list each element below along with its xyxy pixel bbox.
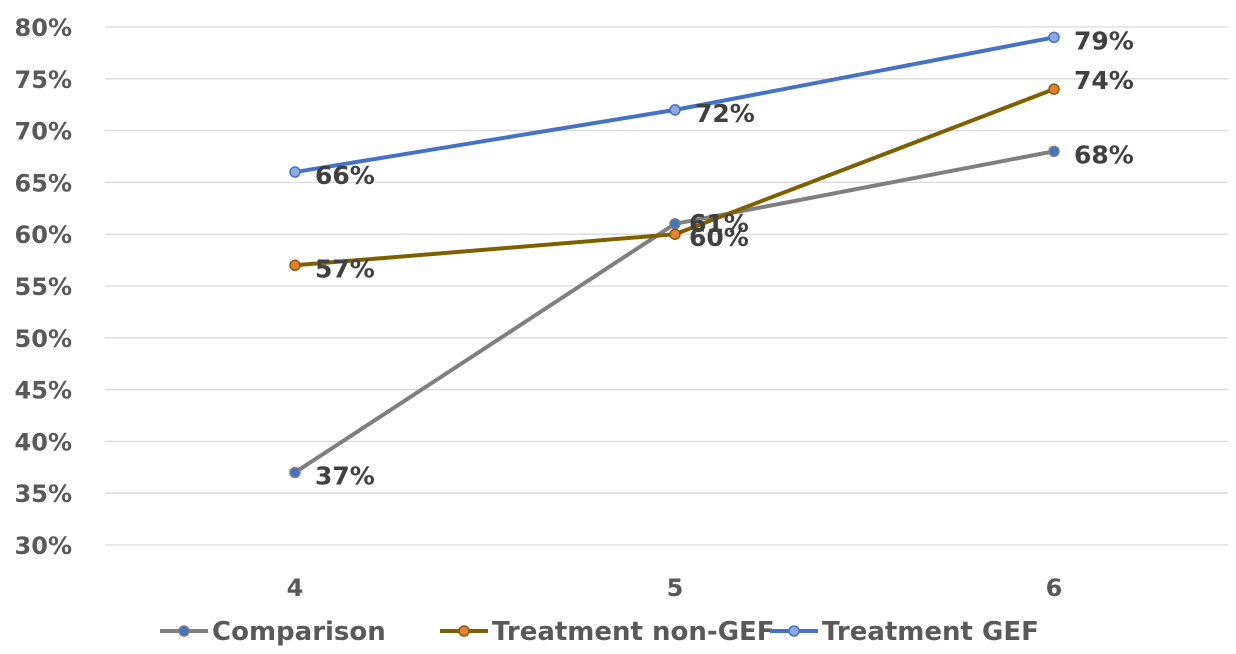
data-point-marker	[1048, 31, 1060, 44]
data-point-marker	[669, 218, 681, 230]
y-tick-label: 65%	[15, 169, 72, 197]
y-tick-label: 80%	[15, 14, 72, 42]
data-label: 79%	[1074, 26, 1134, 55]
data-point-marker	[289, 466, 301, 479]
legend-label: Comparison	[212, 617, 386, 647]
data-labels: 37% 61% 68% 57% 60% 74% 66% 72% 79%	[315, 26, 1134, 490]
legend-marker-swatch	[788, 625, 800, 637]
y-tick-label: 60%	[15, 221, 72, 249]
data-point-marker	[669, 104, 681, 116]
legend-item: Treatment GEF	[770, 617, 1039, 647]
y-tick-label: 55%	[15, 273, 72, 301]
legend-marker-swatch	[178, 625, 190, 637]
series-line	[293, 149, 1055, 475]
y-tick-label: 50%	[15, 325, 72, 353]
gridlines	[105, 26, 1228, 546]
data-label: 61%	[689, 209, 749, 238]
legend: Comparison Treatment non-GEF Treatment GEF	[160, 617, 1039, 647]
data-point-marker	[1048, 145, 1060, 158]
legend-item: Treatment non-GEF	[440, 617, 775, 647]
data-point-marker	[1048, 83, 1060, 95]
series-lines	[293, 35, 1055, 475]
y-tick-label: 75%	[15, 66, 72, 94]
y-tick-label: 70%	[15, 118, 72, 146]
series-markers	[289, 31, 1060, 479]
data-label: 37%	[315, 461, 375, 490]
x-tick-label: 5	[667, 574, 684, 602]
y-tick-label: 35%	[15, 480, 72, 508]
data-point-marker	[289, 166, 301, 178]
data-label: 74%	[1074, 66, 1134, 95]
data-point-marker	[289, 259, 301, 272]
x-tick-label: 4	[287, 574, 304, 602]
y-tick-label: 30%	[15, 532, 72, 560]
legend-item: Comparison	[160, 617, 386, 647]
data-label: 72%	[695, 99, 755, 128]
x-axis-tick-labels: 4 5 6	[287, 574, 1063, 602]
data-label: 57%	[315, 254, 375, 283]
data-label: 60%	[689, 223, 749, 252]
y-tick-label: 40%	[15, 428, 72, 456]
legend-label: Treatment GEF	[822, 617, 1039, 647]
data-label: 68%	[1074, 140, 1134, 169]
legend-label: Treatment non-GEF	[492, 617, 775, 647]
x-tick-label: 6	[1046, 574, 1063, 602]
y-axis-tick-labels: 30% 35% 40% 45% 50% 55% 60% 65% 70% 75% 80%	[15, 14, 72, 560]
data-label: 66%	[315, 161, 375, 190]
legend-marker-swatch	[458, 625, 470, 637]
y-tick-label: 45%	[15, 377, 72, 405]
data-point-marker	[669, 228, 681, 240]
